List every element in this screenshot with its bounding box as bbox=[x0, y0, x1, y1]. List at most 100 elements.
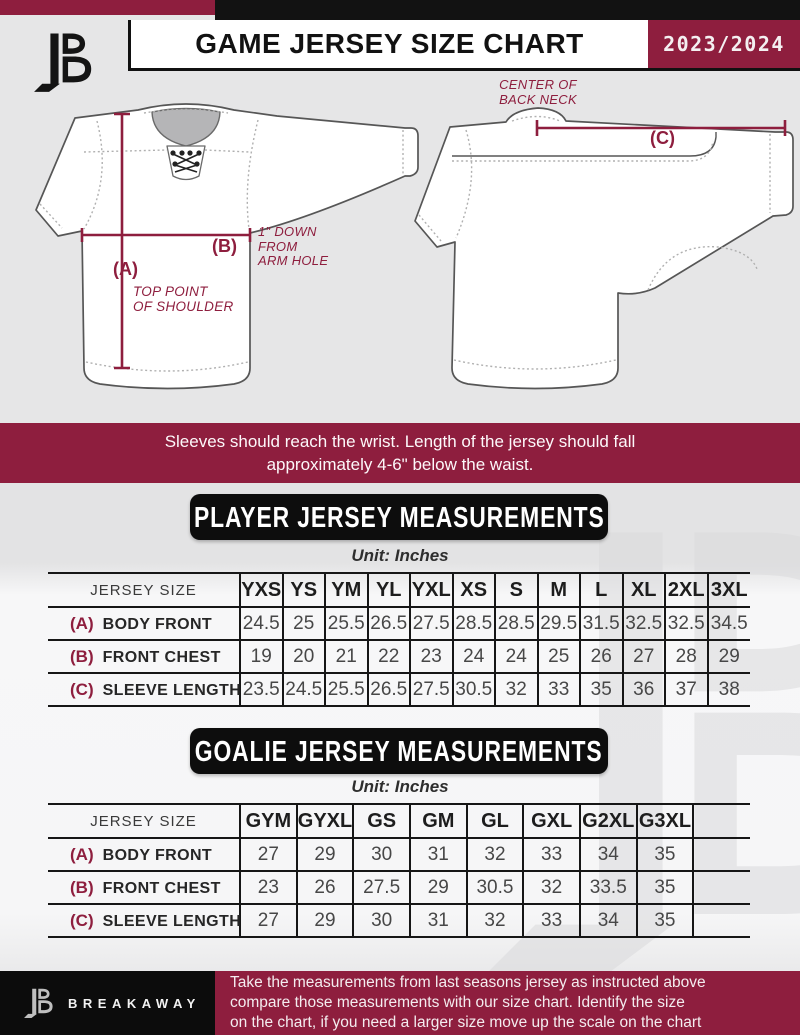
measurement-row-label: (C) SLEEVE LENGTH bbox=[48, 673, 241, 706]
measurement-cell: 28.5 bbox=[494, 607, 538, 640]
player-heading-label: PLAYER JERSEY MEASUREMENTS bbox=[193, 499, 605, 533]
measurement-cell: 27 bbox=[239, 904, 297, 937]
measurement-cell: 25 bbox=[281, 607, 325, 640]
goalie-measurements-heading: GOALIE JERSEY MEASUREMENTS bbox=[190, 728, 608, 774]
measurement-cell: 35 bbox=[635, 904, 694, 937]
measurement-cell: 26 bbox=[579, 640, 623, 673]
measurement-cell bbox=[692, 871, 750, 904]
measurement-cell: 31 bbox=[408, 904, 467, 937]
measurement-cell: 38 bbox=[706, 673, 750, 706]
measurement-line-c bbox=[535, 120, 787, 136]
size-column-header bbox=[692, 804, 750, 838]
measurement-row-label: (A) BODY FRONT bbox=[48, 838, 240, 871]
measurement-cell: 29 bbox=[295, 904, 354, 937]
measurement-cell: 34 bbox=[578, 838, 637, 871]
footer-breakaway-logo-icon bbox=[24, 988, 53, 1018]
jersey-size-corner-label: JERSEY SIZE bbox=[90, 812, 197, 830]
measurement-row: (A) BODY FRONT 24.5 25 25.5 26.5 27.5 28.5 28.5 2… bbox=[48, 607, 750, 640]
jersey-size-corner-label: JERSEY SIZE bbox=[90, 581, 197, 599]
measurement-row: (B) FRONT CHEST 23 26 27.5 29 30.5 32 33.5 35 bbox=[48, 871, 750, 904]
size-column-header: GM bbox=[408, 804, 467, 838]
measurement-cell: 36 bbox=[621, 673, 665, 706]
page-title: GAME JERSEY SIZE CHART bbox=[195, 28, 584, 59]
measurement-key: (C) bbox=[70, 910, 94, 930]
measurement-cell: 34.5 bbox=[706, 607, 750, 640]
measurement-row: (B) FRONT CHEST 19 20 21 22 23 24 24 25 26 27 28 29 bbox=[48, 640, 750, 673]
measurement-cell: 29 bbox=[295, 838, 354, 871]
player-unit-label: Unit: Inches bbox=[351, 546, 449, 565]
footer-brand-name: BREAKAWAY bbox=[68, 995, 201, 1011]
measurement-cell: 23.5 bbox=[239, 673, 283, 706]
measurement-cell: 28.5 bbox=[451, 607, 495, 640]
measurement-cell: 35 bbox=[635, 871, 694, 904]
front-collar-opening bbox=[151, 107, 221, 147]
measurement-cell: 24 bbox=[451, 640, 495, 673]
measurement-cell: 24.5 bbox=[281, 673, 325, 706]
measurement-cell: 34 bbox=[578, 904, 637, 937]
size-column-header: YXS bbox=[239, 573, 283, 607]
measurement-b-caption: 1" DOWN FROM ARM HOLE bbox=[258, 224, 329, 268]
front-seams bbox=[39, 108, 404, 372]
header-underline bbox=[128, 68, 800, 71]
measurement-cell: 31 bbox=[408, 838, 467, 871]
measurement-cell: 33.5 bbox=[578, 871, 637, 904]
measurement-key: (A) bbox=[70, 844, 94, 864]
measurement-cell: 20 bbox=[281, 640, 325, 673]
measurement-cell: 30.5 bbox=[451, 673, 495, 706]
measurement-cell: 25.5 bbox=[324, 607, 368, 640]
measurement-cell: 27.5 bbox=[352, 871, 410, 904]
measurement-cell: 27 bbox=[239, 838, 297, 871]
measurement-cell: 29.5 bbox=[536, 607, 580, 640]
measurement-row-label: (C) SLEEVE LENGTH bbox=[48, 904, 242, 937]
measurements-section: PLAYER JERSEY MEASUREMENTS Unit: Inches … bbox=[0, 483, 800, 971]
back-jersey-outline bbox=[414, 107, 794, 390]
player-measurements-heading: PLAYER JERSEY MEASUREMENTS bbox=[190, 494, 608, 540]
front-laces bbox=[170, 150, 202, 173]
measurement-cell: 37 bbox=[664, 673, 708, 706]
measurement-cell: 32 bbox=[522, 871, 580, 904]
footer-instructions: Take the measurements from last seasons … bbox=[215, 971, 800, 1035]
goalie-heading-label: GOALIE JERSEY MEASUREMENTS bbox=[195, 733, 603, 767]
measurement-name: FRONT CHEST bbox=[102, 879, 221, 897]
size-column-header: YM bbox=[324, 573, 368, 607]
measurement-cell: 28 bbox=[664, 640, 708, 673]
measurement-line-b bbox=[80, 228, 252, 242]
measurement-row: (C) SLEEVE LENGTH 27 29 30 31 32 33 34 35 bbox=[48, 904, 750, 937]
front-jersey-outline bbox=[35, 103, 419, 390]
measurement-cell: 30 bbox=[352, 904, 410, 937]
season-badge: 2023/2024 bbox=[648, 20, 800, 68]
measurement-row-label: (A) BODY FRONT bbox=[48, 607, 240, 640]
measurement-row-label: (B) FRONT CHEST bbox=[48, 871, 240, 904]
size-header-row: JERSEY SIZE YXS YS YM YL YXL XS S M L XL 2XL 3XL bbox=[48, 573, 750, 607]
measurement-cell: 33 bbox=[522, 904, 580, 937]
top-black-strip bbox=[215, 0, 800, 22]
fit-note-banner: Sleeves should reach the wrist. Length o… bbox=[0, 423, 800, 483]
measurement-cell: 29 bbox=[408, 871, 467, 904]
size-column-header: YS bbox=[281, 573, 325, 607]
measurement-b-label: (B) bbox=[212, 236, 237, 256]
measurement-cell: 30 bbox=[352, 838, 410, 871]
size-column-header: L bbox=[579, 573, 623, 607]
measurement-cell: 25 bbox=[536, 640, 580, 673]
measurement-cell: 21 bbox=[324, 640, 368, 673]
measurement-key: (C) bbox=[70, 679, 94, 699]
size-column-header: GXL bbox=[522, 804, 580, 838]
size-column-header: GYXL bbox=[295, 804, 354, 838]
measurement-c-label: (C) bbox=[650, 128, 675, 148]
size-column-header: S bbox=[494, 573, 538, 607]
measurement-row: (C) SLEEVE LENGTH 23.5 24.5 25.5 26.5 27.5 30.5… bbox=[48, 673, 750, 706]
top-maroon-strip bbox=[0, 0, 215, 15]
measurement-a-label: (A) bbox=[113, 259, 138, 279]
size-column-header: G3XL bbox=[635, 804, 694, 838]
player-size-table: JERSEY SIZE YXS YS YM YL YXL XS S M L XL 2XL 3XL (A) B… bbox=[48, 572, 750, 707]
measurement-cell: 22 bbox=[366, 640, 410, 673]
measurement-name: SLEEVE LENGTH bbox=[102, 912, 242, 930]
size-column-header: M bbox=[536, 573, 580, 607]
measurement-key: (B) bbox=[70, 877, 94, 897]
measurement-cell: 25.5 bbox=[324, 673, 368, 706]
title-bar: GAME JERSEY SIZE CHART bbox=[128, 20, 648, 68]
measurement-cell: 32 bbox=[465, 838, 524, 871]
center-back-neck-caption: CENTER OF BACK NECK bbox=[499, 77, 577, 107]
back-seams bbox=[418, 115, 771, 370]
